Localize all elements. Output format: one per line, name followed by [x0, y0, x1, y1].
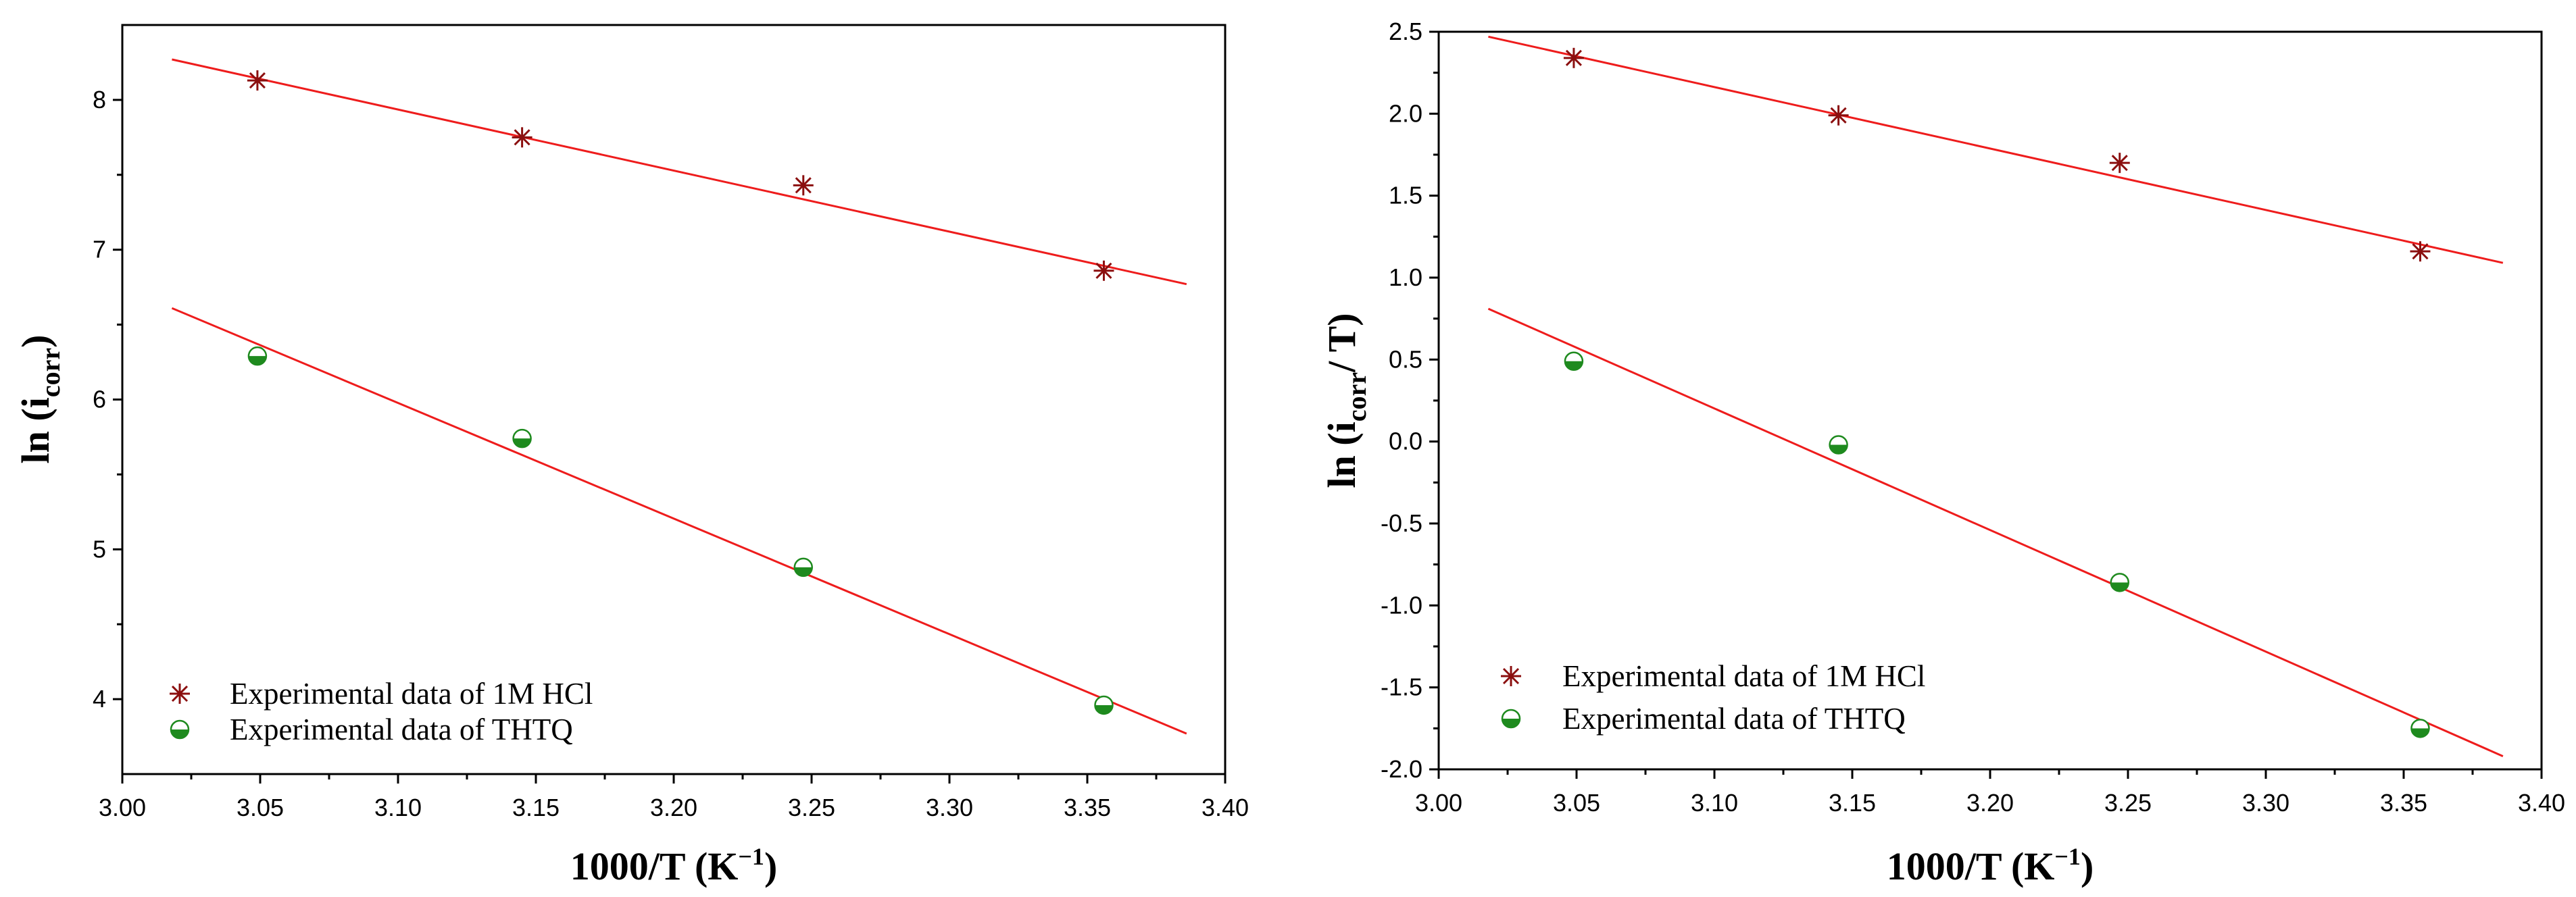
y-tick-label: 2.0	[1389, 99, 1422, 127]
right-y-tick-labels: -2.0 -1.5 -1.0 -0.5 0.0 0.5 1.0 1.5 2.0 2.5	[1381, 18, 1422, 783]
x-tick-label: 3.30	[926, 794, 973, 821]
hcl-data-point	[1093, 260, 1114, 281]
hcl-fit-line	[172, 58, 1187, 286]
left-plot-frame	[121, 24, 1227, 775]
legend-hcl-label: Experimental data of 1M HCl	[230, 677, 593, 711]
x-tick-label: 3.05	[237, 794, 284, 821]
right-fit-lines	[1487, 35, 2504, 757]
left-x-tick-labels: 3.00 3.05 3.10 3.15 3.20 3.25 3.30 3.35 3.40	[99, 794, 1249, 821]
left-chart-panel: 3.00 3.05 3.10 3.15 3.20 3.25 3.30 3.35 3.40 4 5 6…	[14, 24, 1249, 888]
x-tick-label: 3.00	[1415, 789, 1462, 817]
thtq-data-point	[247, 346, 268, 366]
x-tick-label: 3.30	[2242, 789, 2289, 817]
hcl-data-point	[2410, 241, 2431, 262]
right-chart-panel: 3.00 3.05 3.10 3.15 3.20 3.25 3.30 3.35 3.40 -2.…	[1320, 18, 2565, 888]
hcl-data-point	[512, 127, 532, 148]
hcl-data-point	[793, 175, 814, 196]
right-x-tick-labels: 3.00 3.05 3.10 3.15 3.20 3.25 3.30 3.35 3.40	[1415, 789, 2565, 817]
x-tick-label: 3.20	[650, 794, 697, 821]
x-tick-label: 3.35	[1064, 794, 1111, 821]
x-tick-label: 3.15	[1829, 789, 1876, 817]
left-y-axis-title: ln (icorr)	[14, 335, 66, 464]
right-y-axis-title: ln (icorr/ T)	[1320, 313, 1372, 488]
left-x-axis-title: 1000/T (K−1)	[570, 843, 778, 888]
thtq-data-point	[793, 557, 814, 578]
legend-hcl-marker	[170, 684, 190, 704]
y-tick-label: 6	[93, 386, 106, 413]
hcl-data-point	[247, 70, 268, 91]
y-tick-label: 8	[93, 86, 106, 113]
x-tick-label: 3.10	[1691, 789, 1738, 817]
left-fit-lines	[171, 58, 1187, 735]
x-tick-label: 3.40	[2518, 789, 2565, 817]
hcl-data-point	[1828, 105, 1849, 126]
x-tick-label: 3.15	[512, 794, 560, 821]
thtq-data-point	[512, 428, 532, 448]
x-tick-label: 3.40	[1202, 794, 1249, 821]
hcl-data-point	[1563, 47, 1584, 68]
right-x-axis-title: 1000/T (K−1)	[1887, 843, 2094, 888]
y-tick-label: 0.5	[1389, 345, 1422, 373]
legend-hcl-label: Experimental data of 1M HCl	[1562, 659, 1925, 693]
left-axis-ticks	[113, 99, 1227, 784]
thtq-data-point	[2410, 719, 2430, 738]
legend-thtq-label: Experimental data of THTQ	[230, 713, 573, 746]
y-tick-label: -2.0	[1381, 755, 1422, 783]
right-axis-ticks	[1429, 30, 2543, 779]
x-tick-label: 3.25	[2104, 789, 2152, 817]
thtq-data-point	[1564, 351, 1584, 371]
hcl-fit-line	[1488, 35, 2504, 264]
hcl-data-point	[2109, 153, 2130, 174]
y-tick-label: 7	[93, 236, 106, 263]
left-legend: Experimental data of 1M HCl Experimental…	[170, 677, 593, 746]
legend-hcl-marker	[1501, 666, 1521, 686]
thtq-data-point	[2110, 573, 2130, 592]
y-tick-label: 0.0	[1389, 428, 1422, 455]
left-y-tick-labels: 4 5 6 7 8	[93, 86, 106, 713]
x-tick-label: 3.05	[1553, 789, 1600, 817]
thtq-fit-line	[1487, 307, 2504, 757]
x-tick-label: 3.20	[1966, 789, 2014, 817]
right-legend: Experimental data of 1M HCl Experimental…	[1501, 659, 1925, 736]
y-tick-label: -1.0	[1381, 591, 1422, 619]
left-data-points	[247, 70, 1114, 715]
y-tick-label: 1.0	[1389, 263, 1422, 291]
x-tick-label: 3.00	[99, 794, 146, 821]
thtq-data-point	[1829, 435, 1848, 455]
legend-thtq-label: Experimental data of THTQ	[1562, 702, 1906, 736]
y-tick-label: -0.5	[1381, 509, 1422, 537]
y-tick-label: 1.5	[1389, 182, 1422, 209]
y-tick-label: 4	[93, 685, 106, 713]
y-tick-label: 2.5	[1389, 18, 1422, 45]
thtq-fit-line	[171, 307, 1187, 735]
y-tick-label: -1.5	[1381, 673, 1422, 701]
y-tick-label: 5	[93, 535, 106, 563]
legend-thtq-marker	[170, 719, 190, 740]
x-tick-label: 3.10	[374, 794, 422, 821]
thtq-data-point	[1094, 695, 1114, 715]
right-data-points	[1563, 47, 2431, 738]
x-tick-label: 3.25	[788, 794, 835, 821]
legend-thtq-marker	[1501, 709, 1521, 729]
x-tick-label: 3.35	[2380, 789, 2427, 817]
